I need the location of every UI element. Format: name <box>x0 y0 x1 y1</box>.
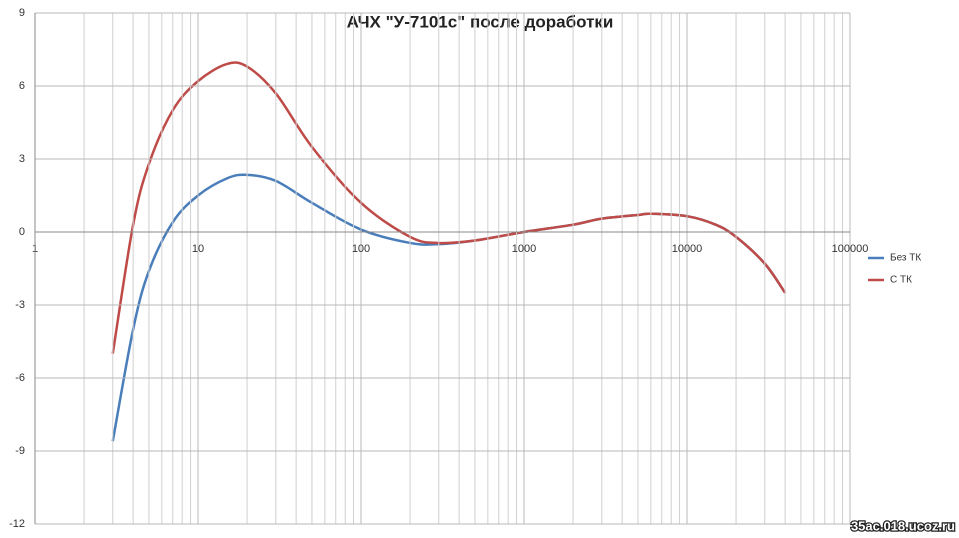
y-tick-label: -9 <box>15 445 25 457</box>
x-tick-label: 10000 <box>672 243 703 255</box>
watermark: 35ac.018.ucoz.ru <box>851 518 955 533</box>
x-tick-label: 100000 <box>832 243 869 255</box>
line-series <box>111 61 787 354</box>
y-tick-label: -6 <box>15 372 25 384</box>
chart-title: АЧХ "У-7101с" после доработки <box>347 12 614 31</box>
x-tick-label: 10 <box>192 243 204 255</box>
y-tick-label: 3 <box>19 153 25 165</box>
y-tick-label: -3 <box>15 299 25 311</box>
x-tick-label: 100 <box>352 243 370 255</box>
legend-label: С ТК <box>890 275 912 286</box>
y-tick-label: 0 <box>19 226 25 238</box>
y-tick-label: -12 <box>9 518 25 530</box>
x-tick-label: 1000 <box>512 243 536 255</box>
y-tick-label: 9 <box>19 7 25 19</box>
y-tick-label: 6 <box>19 80 25 92</box>
legend-label: Без ТК <box>890 253 921 264</box>
